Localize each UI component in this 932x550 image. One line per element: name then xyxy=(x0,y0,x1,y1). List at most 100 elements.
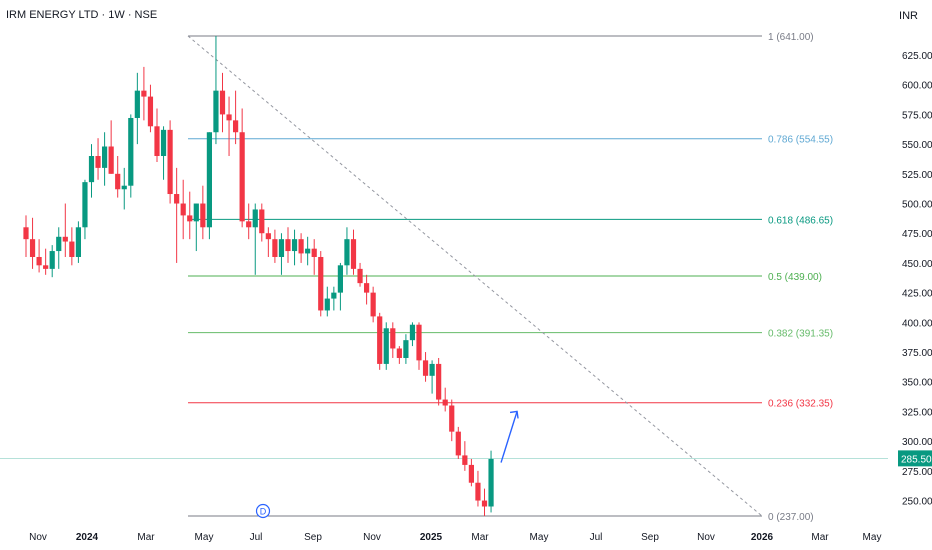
fib-label-2: 0.618 (486.65) xyxy=(768,215,833,226)
y-tick-3: 325.00 xyxy=(902,407,932,418)
x-tick-3: May xyxy=(195,532,214,543)
x-tick-1: 2024 xyxy=(76,532,99,543)
trend-diagonal xyxy=(187,35,763,517)
time-axis: Nov 2024 Mar May Jul Sep Nov 2025 Mar May Jul Sep No… xyxy=(29,532,881,543)
candle-body-19 xyxy=(147,96,154,127)
candle-body-38 xyxy=(272,239,278,257)
candle-body-53 xyxy=(370,292,376,317)
projection-arrow xyxy=(500,410,519,463)
x-tick-10: Jul xyxy=(590,532,603,543)
y-tick-2: 300.00 xyxy=(902,437,932,448)
candle-body-8 xyxy=(75,227,81,257)
candle-body-31 xyxy=(226,114,232,121)
y-tick-7: 425.00 xyxy=(902,289,932,300)
candle-body-66 xyxy=(455,431,461,456)
candle-body-36 xyxy=(259,209,265,234)
candle-body-44 xyxy=(311,248,317,257)
candle-body-28 xyxy=(206,132,212,228)
y-tick-0: 250.00 xyxy=(902,497,932,508)
candle-body-14 xyxy=(115,173,121,190)
candles xyxy=(23,36,494,516)
candle-body-56 xyxy=(390,328,396,349)
candle-body-10 xyxy=(88,156,95,183)
dividend-marker-label: D xyxy=(260,507,267,517)
candle-body-12 xyxy=(102,146,108,168)
candle-body-5 xyxy=(56,236,62,252)
candle-body-18 xyxy=(141,90,147,97)
candle-body-9 xyxy=(82,182,88,228)
x-tick-14: Mar xyxy=(811,532,829,543)
candle-body-46 xyxy=(324,298,330,311)
candle-body-48 xyxy=(337,265,343,293)
candle-body-57 xyxy=(396,348,402,358)
projection-arrowhead xyxy=(509,410,519,419)
candle-body-0 xyxy=(23,227,29,240)
candle-body-64 xyxy=(442,399,448,406)
x-tick-11: Sep xyxy=(641,532,659,543)
x-tick-0: Nov xyxy=(29,532,47,543)
x-tick-13: 2026 xyxy=(751,532,774,543)
fib-label-0: 1 (641.00) xyxy=(768,32,814,43)
candle-body-65 xyxy=(449,405,455,432)
price-axis: 250.00 275.00 300.00 325.00 350.00 375.00 400.… xyxy=(902,51,932,508)
candle-body-15 xyxy=(121,185,127,190)
candle-body-50 xyxy=(350,239,357,269)
y-tick-11: 525.00 xyxy=(902,170,932,181)
candle-body-21 xyxy=(160,129,167,156)
candle-body-29 xyxy=(213,90,219,133)
candle-body-11 xyxy=(95,156,101,168)
event-marker: D xyxy=(255,503,271,519)
x-tick-15: May xyxy=(863,532,882,543)
candle-body-62 xyxy=(429,363,435,376)
candle-body-16 xyxy=(128,117,134,186)
candle-body-27 xyxy=(200,203,206,228)
candle-body-35 xyxy=(252,209,258,228)
candle-body-25 xyxy=(187,215,193,222)
candle-body-47 xyxy=(331,292,337,299)
candle-body-20 xyxy=(154,126,160,156)
candle-body-63 xyxy=(436,363,442,400)
x-tick-5: Sep xyxy=(304,532,322,543)
fibonacci-levels: 1 (641.00) 0.786 (554.55) 0.618 (486.65) 0.… xyxy=(188,32,833,523)
y-tick-13: 575.00 xyxy=(902,110,932,121)
candle-body-6 xyxy=(62,236,68,242)
candle-body-49 xyxy=(344,239,350,266)
candle-body-51 xyxy=(357,268,363,284)
candle-body-32 xyxy=(233,120,239,133)
currency-label[interactable]: INR xyxy=(899,10,918,22)
candle-body-43 xyxy=(305,248,311,254)
fib-label-5: 0.236 (332.35) xyxy=(768,399,833,410)
fib-label-6: 0 (237.00) xyxy=(768,512,814,523)
candle-body-34 xyxy=(246,221,252,228)
y-tick-12: 550.00 xyxy=(902,140,932,151)
fib-label-1: 0.786 (554.55) xyxy=(768,135,833,146)
candle-body-3 xyxy=(43,265,49,269)
fib-trendline xyxy=(0,35,888,517)
y-tick-1: 275.00 xyxy=(902,467,932,478)
candle-body-30 xyxy=(219,90,226,115)
last-price-tag-text: 285.50 xyxy=(901,454,932,465)
candle-body-54 xyxy=(377,316,383,364)
y-tick-15: 625.00 xyxy=(902,51,932,62)
candle-body-67 xyxy=(462,455,468,465)
candle-body-55 xyxy=(383,328,389,364)
candle-body-52 xyxy=(364,283,370,293)
y-tick-9: 475.00 xyxy=(902,229,932,240)
x-tick-4: Jul xyxy=(250,532,263,543)
candle-body-40 xyxy=(285,239,291,252)
candle-body-4 xyxy=(49,251,55,269)
y-tick-14: 600.00 xyxy=(902,81,932,92)
candle-body-69 xyxy=(475,482,481,501)
candle-body-17 xyxy=(134,90,140,118)
candle-body-70 xyxy=(481,500,488,507)
candle-body-58 xyxy=(403,340,409,358)
candle-body-13 xyxy=(108,146,114,174)
candle-body-41 xyxy=(291,239,298,252)
candle-body-23 xyxy=(174,194,180,204)
projection-line xyxy=(500,411,518,463)
candle-body-7 xyxy=(69,241,75,257)
fib-label-4: 0.382 (391.35) xyxy=(768,329,833,340)
y-tick-5: 375.00 xyxy=(902,348,932,359)
candle-body-68 xyxy=(468,464,474,483)
